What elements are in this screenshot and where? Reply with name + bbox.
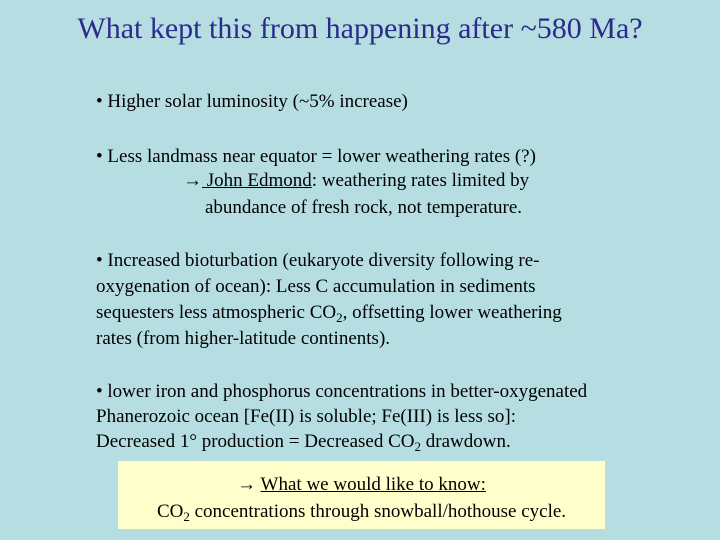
text-line: Phanerozoic ocean [Fe(II) is soluble; Fe… [96,406,516,427]
subscript: 2 [183,509,190,524]
text: drawdown. [421,431,511,452]
text: CO [156,501,184,522]
text: concentrations through snowball/hothouse… [189,501,567,522]
text: sequesters less atmospheric CO [96,302,337,323]
text-line: abundance of fresh rock, not temperature… [205,197,523,218]
bullet: • lower iron and phosphorus concentratio… [96,381,588,402]
subscript: 2 [336,310,343,325]
title: What kept this from happening after ~580… [77,12,643,45]
bullet: • Increased bioturbation (eukaryote dive… [96,250,540,271]
text-line: → John Edmond: weathering rates limited … [183,169,529,193]
subscript: 2 [414,439,422,454]
callout-box: → What we would like to know: CO2 concen… [118,461,605,529]
text: Decreased 1° production = Decreased CO [96,431,415,452]
arrow: → [237,474,261,495]
bullet: • Higher solar luminosity (~5% increase) [96,91,408,112]
text: , offsetting lower weathering [342,302,562,323]
text: : weathering rates limited by [311,170,530,191]
heading: What we would like to know: [260,474,486,495]
text-line: Decreased 1° production = Decreased CO2 … [96,430,511,454]
text-line: rates (from higher-latitude continents). [96,328,391,349]
arrow: → [183,170,202,191]
text-line: oxygenation of ocean): Less C accumulati… [96,276,536,297]
bullet: • Less landmass near equator = lower wea… [96,146,536,167]
person: John Edmond [202,170,312,191]
text-line: sequesters less atmospheric CO2, offsett… [96,301,562,325]
text-line: CO2 concentrations through snowball/hoth… [118,500,605,524]
text-line: → What we would like to know: [118,473,605,497]
